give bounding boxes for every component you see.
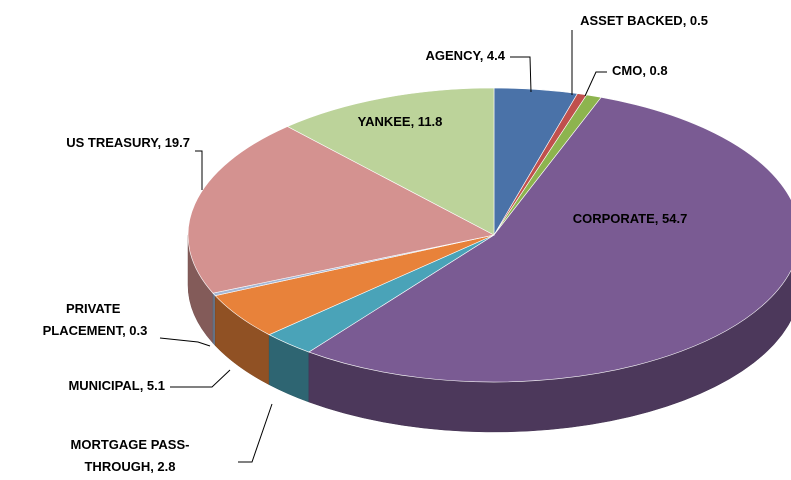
data-label: ASSET BACKED, 0.5 (580, 13, 708, 28)
leader-line (238, 403, 273, 463)
label-line: MUNICIPAL, 5.1 (68, 378, 165, 393)
data-label: PRIVATE PLACEMENT, 0.3 (43, 301, 148, 338)
label-line: CMO, 0.8 (612, 63, 668, 78)
data-label: CMO, 0.8 (612, 63, 668, 78)
data-label: AGENCY, 4.4 (426, 48, 506, 63)
slice (286, 87, 495, 236)
leader-line (159, 337, 211, 347)
label-line: MORTGAGE PASS- (71, 437, 190, 452)
label-line: CORPORATE, 54.7 (573, 211, 688, 226)
label-line: US TREASURY, 19.7 (66, 135, 190, 150)
slice (187, 126, 495, 294)
leader-line (195, 150, 203, 190)
slice (308, 96, 791, 383)
data-label: CORPORATE, 54.7 (573, 211, 688, 226)
leader-line (584, 71, 607, 97)
leader-line (170, 369, 231, 388)
label-line: PRIVATE (66, 301, 124, 316)
label-line: THROUGH, 2.8 (84, 459, 175, 474)
data-label: YANKEE, 11.8 (358, 114, 443, 129)
label-line: ASSET BACKED, 0.5 (580, 13, 708, 28)
slice-side (212, 292, 216, 347)
label-line: YANKEE, 11.8 (358, 114, 443, 129)
label-line: PLACEMENT, 0.3 (43, 323, 148, 338)
leader-line (510, 56, 532, 93)
data-label: MORTGAGE PASS- THROUGH, 2.8 (71, 437, 190, 474)
data-label: MUNICIPAL, 5.1 (68, 378, 165, 393)
data-label: US TREASURY, 19.7 (66, 135, 190, 150)
label-line: AGENCY, 4.4 (426, 48, 506, 63)
